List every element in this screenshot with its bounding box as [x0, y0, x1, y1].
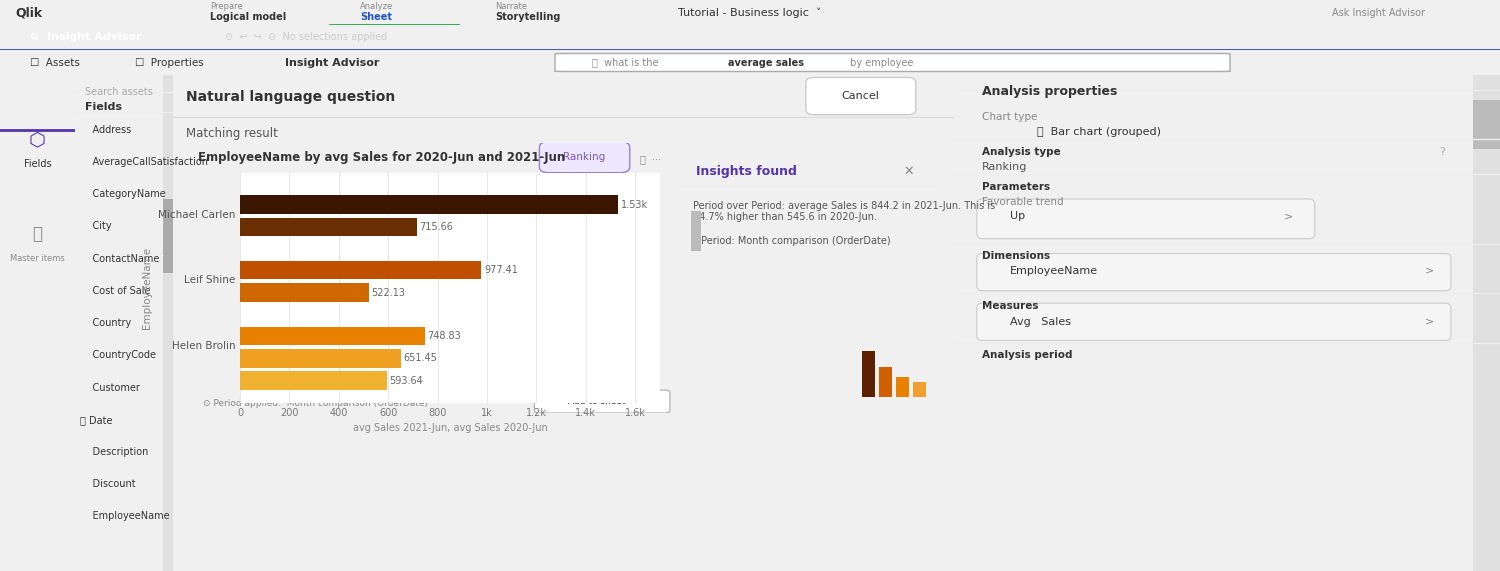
FancyBboxPatch shape: [806, 78, 915, 115]
FancyBboxPatch shape: [692, 211, 700, 251]
Y-axis label: EmployeeName: EmployeeName: [142, 247, 152, 329]
Text: Storytelling: Storytelling: [495, 13, 561, 22]
Text: ⊙ Period applied:  Month comparison (OrderDate): ⊙ Period applied: Month comparison (Orde…: [202, 399, 427, 408]
Text: Country: Country: [80, 318, 132, 328]
Text: 📅 Date: 📅 Date: [80, 415, 112, 425]
Text: Avg   Sales: Avg Sales: [1010, 316, 1071, 327]
Text: CategoryName: CategoryName: [80, 189, 165, 199]
Text: EmployeeName: EmployeeName: [1010, 266, 1098, 276]
Text: ☐  Assets: ☐ Assets: [30, 58, 80, 67]
Text: 📊  Bar chart (grouped): 📊 Bar chart (grouped): [1036, 127, 1161, 137]
Text: Address: Address: [80, 124, 132, 135]
Text: EmployeeName by avg Sales for 2020-Jun and 2021-Jun: EmployeeName by avg Sales for 2020-Jun a…: [198, 151, 566, 164]
Text: Dimensions: Dimensions: [982, 251, 1050, 261]
Text: Logical model: Logical model: [210, 13, 286, 22]
Text: Qlik: Qlik: [15, 6, 42, 19]
Text: Tutorial - Business logic  ˅: Tutorial - Business logic ˅: [678, 7, 822, 18]
Text: >: >: [1284, 211, 1293, 222]
Text: Matching result: Matching result: [186, 127, 278, 140]
Text: ContactName: ContactName: [80, 254, 159, 264]
Text: CountryCode: CountryCode: [80, 350, 156, 360]
Bar: [240, 218, 417, 236]
Text: Ask Insight Advisor: Ask Insight Advisor: [1332, 7, 1425, 18]
Bar: [240, 195, 618, 214]
Text: 522.13: 522.13: [372, 288, 405, 297]
Text: Narrate: Narrate: [495, 2, 526, 11]
Text: City: City: [80, 222, 111, 231]
Text: Analysis period: Analysis period: [982, 350, 1072, 360]
Text: Add to sheet  ˅: Add to sheet ˅: [568, 397, 636, 405]
Text: EmployeeName: EmployeeName: [80, 512, 170, 521]
Text: Cost of Sale: Cost of Sale: [80, 286, 150, 296]
Text: AverageCallSatisfaction: AverageCallSatisfaction: [80, 157, 209, 167]
Text: Fields: Fields: [86, 102, 122, 112]
Bar: [240, 372, 387, 390]
FancyBboxPatch shape: [976, 303, 1450, 340]
Text: average sales: average sales: [728, 58, 804, 67]
Text: ☐  Properties: ☐ Properties: [135, 58, 204, 67]
FancyBboxPatch shape: [862, 351, 874, 397]
Bar: [240, 283, 369, 302]
FancyBboxPatch shape: [912, 382, 926, 397]
Text: Fields: Fields: [24, 159, 51, 169]
Bar: [240, 349, 400, 368]
FancyBboxPatch shape: [164, 199, 172, 274]
Text: ✕: ✕: [903, 165, 914, 178]
Text: Natural language question: Natural language question: [186, 90, 394, 104]
Text: >: >: [1425, 316, 1434, 327]
Text: 🔗: 🔗: [33, 225, 42, 243]
Text: 715.66: 715.66: [420, 222, 453, 232]
FancyBboxPatch shape: [976, 254, 1450, 291]
FancyBboxPatch shape: [896, 377, 909, 397]
Text: Description: Description: [80, 447, 148, 457]
Text: Measures: Measures: [982, 301, 1038, 311]
Text: Analyze: Analyze: [360, 2, 393, 11]
Text: Period over Period: average Sales is 844.2 in 2021-Jun. This is
54.7% higher tha: Period over Period: average Sales is 844…: [693, 201, 996, 246]
Text: >: >: [1425, 266, 1434, 276]
Text: Insight Advisor: Insight Advisor: [285, 58, 380, 67]
FancyBboxPatch shape: [164, 75, 172, 571]
Text: ?: ?: [1440, 147, 1446, 157]
Text: ⤢  ···: ⤢ ···: [640, 154, 662, 164]
Text: Analysis type: Analysis type: [982, 147, 1060, 157]
Text: ⊙  Insight Advisor: ⊙ Insight Advisor: [30, 33, 141, 42]
Text: Ranking: Ranking: [564, 151, 606, 162]
Text: 748.83: 748.83: [427, 331, 460, 341]
FancyBboxPatch shape: [1473, 75, 1500, 571]
FancyBboxPatch shape: [879, 367, 892, 397]
Text: Up: Up: [1010, 211, 1025, 222]
Text: Search assets: Search assets: [86, 87, 153, 98]
Text: Favorable trend: Favorable trend: [982, 196, 1064, 207]
FancyBboxPatch shape: [555, 54, 1230, 71]
Text: Sheet: Sheet: [360, 13, 392, 22]
FancyBboxPatch shape: [976, 199, 1314, 239]
FancyBboxPatch shape: [534, 390, 670, 413]
Text: Prepare: Prepare: [210, 2, 243, 11]
Text: Discount: Discount: [80, 479, 135, 489]
Text: 977.41: 977.41: [484, 266, 518, 275]
Text: 593.64: 593.64: [388, 376, 423, 385]
Bar: [240, 327, 424, 345]
Text: ⬡: ⬡: [28, 130, 46, 149]
FancyBboxPatch shape: [1473, 100, 1500, 150]
Text: Customer: Customer: [80, 383, 140, 392]
Text: 1.53k: 1.53k: [621, 199, 648, 210]
Text: Master items: Master items: [10, 254, 64, 263]
Text: 🔍  what is the: 🔍 what is the: [592, 58, 662, 67]
Text: Ranking: Ranking: [982, 162, 1028, 172]
Text: Chart type: Chart type: [982, 112, 1038, 122]
Text: Cancel: Cancel: [842, 91, 879, 101]
FancyBboxPatch shape: [540, 142, 630, 172]
Text: by employee: by employee: [847, 58, 914, 67]
Text: 651.45: 651.45: [404, 353, 438, 363]
Text: Analysis properties: Analysis properties: [982, 85, 1118, 98]
Bar: [240, 261, 482, 279]
Text: Parameters: Parameters: [982, 182, 1050, 192]
Text: ⊙  ↩  ↪  ⊙  No selections applied: ⊙ ↩ ↪ ⊙ No selections applied: [225, 33, 387, 42]
Text: Insights found: Insights found: [696, 165, 796, 178]
X-axis label: avg Sales 2021-Jun, avg Sales 2020-Jun: avg Sales 2021-Jun, avg Sales 2020-Jun: [352, 424, 548, 433]
